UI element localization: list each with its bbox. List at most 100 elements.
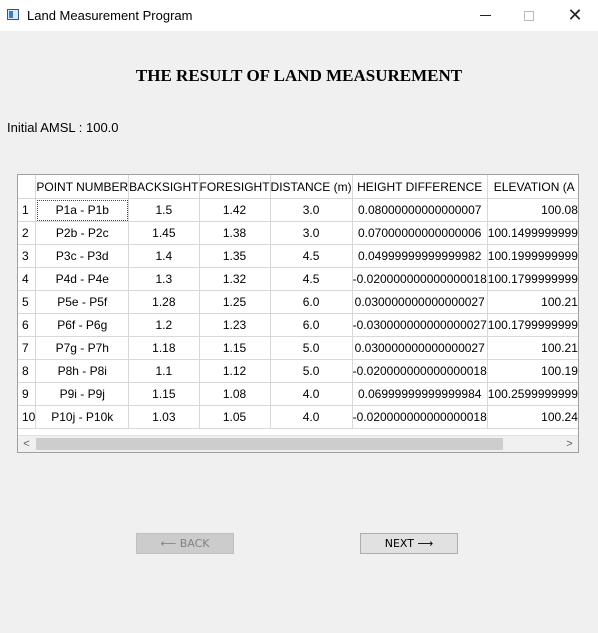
table-row[interactable]: 7 P7g - P7h 1.18 1.15 5.0 0.03000000000000002… bbox=[18, 336, 578, 360]
cell-point-number[interactable]: P6f - P6g bbox=[35, 313, 130, 337]
cell-distance[interactable]: 5.0 bbox=[270, 359, 353, 383]
cell-foresight[interactable]: 1.35 bbox=[199, 244, 271, 268]
cell-backsight[interactable]: 1.4 bbox=[128, 244, 200, 268]
cell-backsight[interactable]: 1.28 bbox=[128, 290, 200, 314]
cell-foresight[interactable]: 1.42 bbox=[199, 198, 271, 222]
table-row[interactable]: 8 P8h - P8i 1.1 1.12 5.0 -0.02000000000000001… bbox=[18, 359, 578, 383]
cell-elevation[interactable]: 100.08 bbox=[487, 198, 578, 222]
cell-height-difference[interactable]: -0.030000000000000027 bbox=[352, 313, 488, 337]
row-number[interactable]: 5 bbox=[18, 290, 37, 314]
cell-point-number[interactable]: P2b - P2c bbox=[35, 221, 130, 245]
cell-foresight[interactable]: 1.08 bbox=[199, 382, 271, 406]
cell-backsight[interactable]: 1.45 bbox=[128, 221, 200, 245]
cell-backsight[interactable]: 1.3 bbox=[128, 267, 200, 291]
cell-distance[interactable]: 4.0 bbox=[270, 405, 353, 429]
cell-height-difference[interactable]: -0.020000000000000018 bbox=[352, 267, 488, 291]
scroll-right-icon[interactable]: > bbox=[566, 438, 573, 450]
close-button[interactable]: ✕ bbox=[552, 0, 598, 31]
cell-distance[interactable]: 3.0 bbox=[270, 198, 353, 222]
minimize-button[interactable] bbox=[462, 0, 508, 31]
row-number[interactable]: 6 bbox=[18, 313, 37, 337]
row-number[interactable]: 8 bbox=[18, 359, 37, 383]
row-number[interactable]: 7 bbox=[18, 336, 37, 360]
maximize-icon bbox=[524, 10, 534, 21]
scrollbar-thumb[interactable] bbox=[36, 438, 503, 450]
table-row[interactable]: 10 P10j - P10k 1.03 1.05 4.0 -0.0200000000000… bbox=[18, 405, 578, 429]
row-number[interactable]: 9 bbox=[18, 382, 37, 406]
row-number[interactable]: 4 bbox=[18, 267, 37, 291]
cell-point-number[interactable]: P3c - P3d bbox=[35, 244, 130, 268]
table-row[interactable]: 3 P3c - P3d 1.4 1.35 4.5 0.04999999999999982 1… bbox=[18, 244, 578, 268]
cell-distance[interactable]: 6.0 bbox=[270, 290, 353, 314]
row-number[interactable]: 2 bbox=[18, 221, 37, 245]
cell-point-number[interactable]: P10j - P10k bbox=[35, 405, 130, 429]
cell-height-difference[interactable]: 0.030000000000000027 bbox=[352, 290, 488, 314]
cell-foresight[interactable]: 1.32 bbox=[199, 267, 271, 291]
cell-height-difference[interactable]: 0.030000000000000027 bbox=[352, 336, 488, 360]
cell-point-number[interactable]: P8h - P8i bbox=[35, 359, 130, 383]
cell-distance[interactable]: 3.0 bbox=[270, 221, 353, 245]
cell-foresight[interactable]: 1.15 bbox=[199, 336, 271, 360]
cell-backsight[interactable]: 1.2 bbox=[128, 313, 200, 337]
cell-point-number[interactable]: P4d - P4e bbox=[35, 267, 130, 291]
table-row[interactable]: 1 P1a - P1b 1.5 1.42 3.0 0.08000000000000007 1… bbox=[18, 198, 578, 222]
row-number[interactable]: 3 bbox=[18, 244, 37, 268]
column-header-height-difference[interactable]: HEIGHT DIFFERENCE bbox=[352, 175, 488, 199]
cell-distance[interactable]: 4.0 bbox=[270, 382, 353, 406]
table-row[interactable]: 9 P9i - P9j 1.15 1.08 4.0 0.06999999999999984… bbox=[18, 382, 578, 406]
scroll-left-icon[interactable]: < bbox=[23, 438, 30, 450]
cell-height-difference[interactable]: -0.020000000000000018 bbox=[352, 405, 488, 429]
cell-height-difference[interactable]: -0.020000000000000018 bbox=[352, 359, 488, 383]
table-row[interactable]: 2 P2b - P2c 1.45 1.38 3.0 0.07000000000000006… bbox=[18, 221, 578, 245]
cell-foresight[interactable]: 1.12 bbox=[199, 359, 271, 383]
cell-foresight[interactable]: 1.05 bbox=[199, 405, 271, 429]
cell-elevation[interactable]: 100.21 bbox=[487, 290, 578, 314]
cell-elevation[interactable]: 100.1799999999 bbox=[487, 313, 578, 337]
column-header-backsight[interactable]: BACKSIGHT bbox=[128, 175, 200, 199]
horizontal-scrollbar[interactable]: < > bbox=[18, 435, 578, 452]
cell-backsight[interactable]: 1.15 bbox=[128, 382, 200, 406]
table-row[interactable]: 5 P5e - P5f 1.28 1.25 6.0 0.03000000000000002… bbox=[18, 290, 578, 314]
column-header-point-number[interactable]: POINT NUMBER bbox=[35, 175, 130, 199]
cell-elevation[interactable]: 100.2599999999 bbox=[487, 382, 578, 406]
cell-distance[interactable]: 5.0 bbox=[270, 336, 353, 360]
cell-foresight[interactable]: 1.25 bbox=[199, 290, 271, 314]
back-button[interactable]: ⟵ BACK bbox=[136, 533, 234, 554]
column-header-foresight[interactable]: FORESIGHT bbox=[199, 175, 271, 199]
cell-foresight[interactable]: 1.38 bbox=[199, 221, 271, 245]
cell-point-number[interactable]: P1a - P1b bbox=[35, 198, 130, 222]
column-header-distance[interactable]: DISTANCE (m) bbox=[270, 175, 353, 199]
cell-elevation[interactable]: 100.1799999999 bbox=[487, 267, 578, 291]
cell-point-number[interactable]: P7g - P7h bbox=[35, 336, 130, 360]
cell-height-difference[interactable]: 0.07000000000000006 bbox=[352, 221, 488, 245]
header-row: POINT NUMBER BACKSIGHT FORESIGHT DISTANC… bbox=[18, 175, 578, 199]
row-number[interactable]: 1 bbox=[18, 198, 37, 222]
cell-height-difference[interactable]: 0.04999999999999982 bbox=[352, 244, 488, 268]
cell-height-difference[interactable]: 0.06999999999999984 bbox=[352, 382, 488, 406]
cell-backsight[interactable]: 1.1 bbox=[128, 359, 200, 383]
cell-distance[interactable]: 4.5 bbox=[270, 267, 353, 291]
row-number[interactable]: 10 bbox=[18, 405, 37, 429]
cell-elevation[interactable]: 100.1999999999 bbox=[487, 244, 578, 268]
next-button[interactable]: NEXT ⟶ bbox=[360, 533, 458, 554]
table-row[interactable]: 6 P6f - P6g 1.2 1.23 6.0 -0.03000000000000002… bbox=[18, 313, 578, 337]
column-header-elevation[interactable]: ELEVATION (A bbox=[487, 175, 578, 199]
cell-backsight[interactable]: 1.18 bbox=[128, 336, 200, 360]
title-bar: Land Measurement Program ✕ bbox=[0, 0, 598, 31]
maximize-button[interactable] bbox=[506, 0, 552, 31]
results-table[interactable]: POINT NUMBER BACKSIGHT FORESIGHT DISTANC… bbox=[17, 174, 579, 453]
cell-foresight[interactable]: 1.23 bbox=[199, 313, 271, 337]
cell-distance[interactable]: 4.5 bbox=[270, 244, 353, 268]
table-row[interactable]: 4 P4d - P4e 1.3 1.32 4.5 -0.02000000000000001… bbox=[18, 267, 578, 291]
cell-backsight[interactable]: 1.5 bbox=[128, 198, 200, 222]
cell-elevation[interactable]: 100.21 bbox=[487, 336, 578, 360]
cell-height-difference[interactable]: 0.08000000000000007 bbox=[352, 198, 488, 222]
cell-backsight[interactable]: 1.03 bbox=[128, 405, 200, 429]
cell-elevation[interactable]: 100.24 bbox=[487, 405, 578, 429]
cell-point-number[interactable]: P5e - P5f bbox=[35, 290, 130, 314]
cell-elevation[interactable]: 100.1499999999 bbox=[487, 221, 578, 245]
cell-point-number[interactable]: P9i - P9j bbox=[35, 382, 130, 406]
cell-elevation[interactable]: 100.19 bbox=[487, 359, 578, 383]
corner-header[interactable] bbox=[18, 175, 37, 199]
cell-distance[interactable]: 6.0 bbox=[270, 313, 353, 337]
